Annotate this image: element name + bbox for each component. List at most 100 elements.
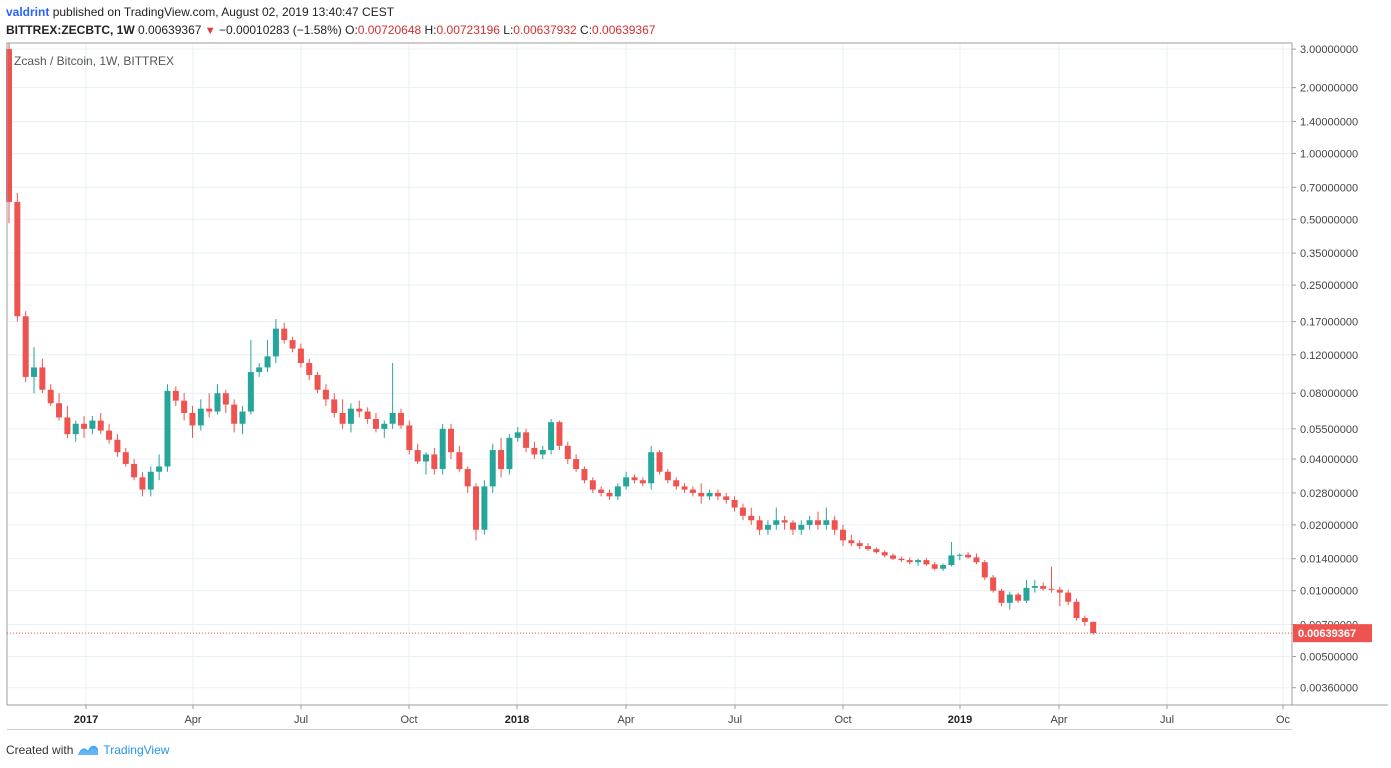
candle [389, 363, 396, 429]
candle [656, 450, 663, 475]
publish-info: valdrint published on TradingView.com, A… [6, 5, 394, 19]
symbol-label: BITTREX:ZECBTC, 1W [6, 23, 135, 37]
last-price: 0.00639367 [138, 23, 202, 37]
candle [481, 480, 488, 535]
candle [164, 384, 171, 472]
x-tick-label: Jul [728, 714, 742, 726]
candle [122, 447, 129, 467]
candle [573, 454, 580, 472]
candle [114, 434, 121, 457]
candle [831, 515, 838, 535]
candle [890, 553, 897, 561]
candle [1090, 621, 1097, 635]
candle [47, 384, 54, 406]
y-tick-label: 0.17000000 [1300, 317, 1358, 329]
candle [156, 454, 163, 481]
candle [789, 520, 796, 535]
candle [1065, 589, 1072, 606]
candle [523, 428, 530, 453]
candle [498, 437, 505, 478]
candle [14, 192, 21, 322]
low-label: L: [503, 23, 514, 37]
y-tick-label: 0.01400000 [1300, 554, 1358, 566]
candle [931, 562, 938, 571]
candle [206, 393, 213, 418]
y-tick-label: 0.00360000 [1300, 683, 1358, 695]
candle [673, 477, 680, 490]
candle [881, 550, 888, 558]
candle [1040, 582, 1047, 591]
candle [306, 358, 313, 380]
candle [406, 420, 413, 455]
candle [264, 340, 271, 373]
y-tick-label: 0.50000000 [1300, 214, 1358, 226]
ohlc-header: BITTREX:ZECBTC, 1W 0.00639367 ▼ −0.00010… [6, 23, 655, 37]
y-tick-label: 1.00000000 [1300, 148, 1358, 160]
close-value: 0.00639367 [592, 23, 656, 37]
candlestick-chart[interactable]: 3.00000000 2.00000000 1.40000000 1.00000000… [0, 0, 1391, 730]
candle [606, 489, 613, 500]
x-tick-label: Jul [1160, 714, 1174, 726]
candle [6, 43, 12, 224]
candle [256, 363, 263, 377]
y-tick-label: 0.35000000 [1300, 248, 1358, 260]
candle [339, 399, 346, 429]
tradingview-brand[interactable]: TradingView [103, 743, 170, 757]
candle [865, 543, 872, 551]
y-tick-label: 0.02000000 [1300, 520, 1358, 532]
axes: 3.00000000 2.00000000 1.40000000 1.00000000… [6, 42, 1388, 730]
y-tick-label: 0.70000000 [1300, 182, 1358, 194]
candle [172, 386, 179, 406]
footer: Created with TradingView [6, 743, 169, 757]
author-name[interactable]: valdrint [6, 5, 50, 19]
candle [439, 423, 446, 475]
candle [623, 471, 630, 490]
candle [81, 415, 88, 438]
candle [97, 412, 104, 435]
candle [281, 322, 288, 344]
candle [773, 507, 780, 530]
y-tick-label: 0.05500000 [1300, 424, 1358, 436]
candle [639, 477, 646, 487]
x-tick-label: Apr [184, 714, 201, 726]
candle [1056, 586, 1063, 607]
candle [664, 469, 671, 484]
candle [990, 574, 997, 593]
candle [214, 384, 221, 415]
candle [423, 452, 429, 475]
tradingview-logo-icon [78, 745, 99, 755]
close-label: C: [580, 23, 593, 37]
y-tick-label: 0.08000000 [1300, 388, 1358, 400]
candle [72, 420, 79, 442]
candle [798, 520, 805, 535]
candle [506, 434, 513, 475]
candle [689, 486, 696, 497]
candle [1081, 615, 1088, 626]
candle [473, 483, 480, 541]
candle [456, 445, 463, 472]
candle [948, 541, 955, 567]
candle [106, 423, 113, 444]
candle [331, 393, 338, 418]
candle [714, 489, 721, 500]
y-tick-label: 0.25000000 [1300, 280, 1358, 292]
candle [1073, 598, 1080, 621]
x-tick-label: Apr [1050, 714, 1067, 726]
candle [548, 418, 555, 455]
y-tick-label: 3.00000000 [1300, 44, 1358, 56]
candle [923, 558, 930, 566]
candle [581, 466, 588, 484]
candle [764, 520, 771, 535]
x-tick-label: Oct [834, 714, 851, 726]
candle [748, 507, 755, 525]
candle [289, 336, 296, 353]
y-tick-label: 0.04000000 [1300, 454, 1358, 466]
candles [6, 43, 1097, 635]
candle [965, 552, 972, 559]
candle [631, 474, 638, 484]
candle [723, 492, 730, 504]
candle [147, 466, 154, 497]
y-tick-label: 0.00500000 [1300, 651, 1358, 663]
candle [222, 389, 229, 413]
open-value: 0.00720648 [357, 23, 422, 37]
